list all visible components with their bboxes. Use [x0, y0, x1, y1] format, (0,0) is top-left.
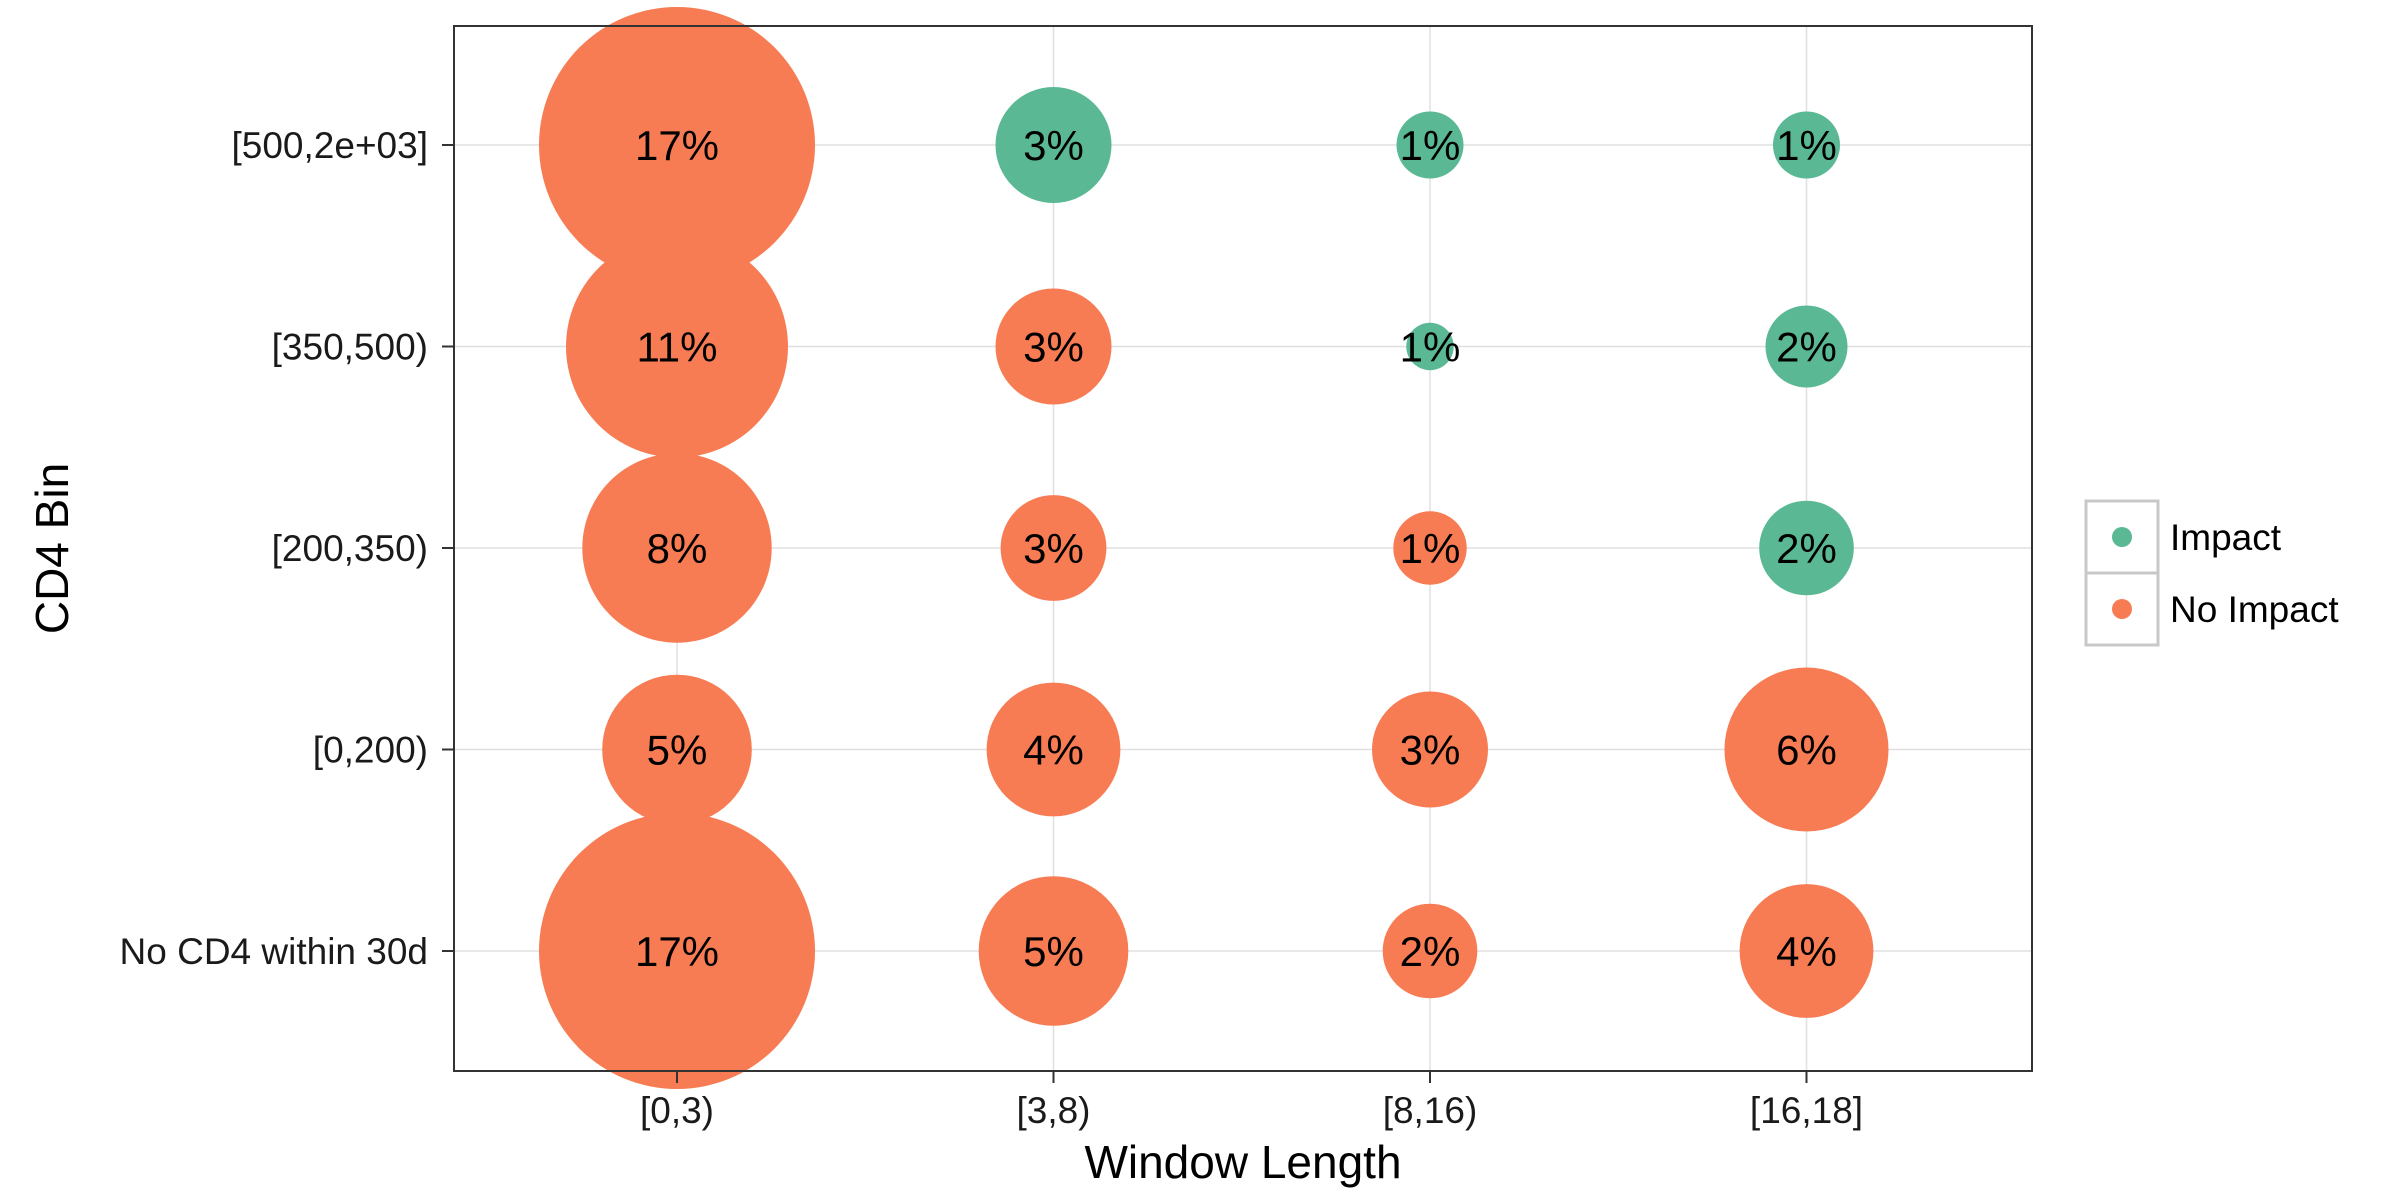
bubble-point: 1% — [1393, 511, 1467, 585]
bubble-point: 1% — [1773, 111, 1840, 179]
x-tick-label: [8,16) — [1383, 1090, 1478, 1131]
bubble-label: 17% — [635, 928, 719, 975]
bubble-point: 2% — [1759, 500, 1854, 596]
x-tick-label: [3,8) — [1016, 1090, 1090, 1131]
bubble-point: 3% — [1372, 691, 1488, 808]
x-axis-title: Window Length — [1084, 1136, 1401, 1188]
legend-label: Impact — [2170, 517, 2282, 558]
bubble-circle — [539, 813, 815, 1089]
bubble-circle — [602, 674, 752, 825]
bubble-circle — [1739, 884, 1874, 1018]
y-axis-title: CD4 Bin — [26, 463, 78, 634]
bubble-label: 1% — [1400, 122, 1461, 169]
bubble-circle — [566, 235, 788, 458]
bubble-circle — [995, 288, 1112, 405]
bubble-point: 4% — [1739, 884, 1874, 1018]
y-tick-label: [0,200) — [313, 730, 428, 771]
bubble-circle — [978, 876, 1129, 1026]
bubble-label: 3% — [1023, 122, 1084, 169]
bubble-circle — [1773, 111, 1840, 179]
x-tick-label: [16,18] — [1750, 1090, 1863, 1131]
bubble-circle — [582, 453, 772, 643]
bubble-point: 17% — [539, 813, 815, 1089]
bubble-point: 2% — [1382, 903, 1478, 999]
bubble-label: 3% — [1400, 727, 1461, 774]
bubble-label: 11% — [637, 324, 718, 371]
bubble-label: 6% — [1776, 727, 1837, 774]
legend-swatch — [2112, 527, 2132, 547]
bubble-point: 3% — [995, 87, 1112, 203]
bubble-point: 11% — [566, 235, 788, 458]
bubble-point: 6% — [1724, 667, 1889, 832]
bubble-circle — [1406, 322, 1454, 371]
y-tick-label: [200,350) — [272, 528, 428, 569]
bubble-label: 2% — [1776, 324, 1837, 371]
bubble-label: 4% — [1023, 727, 1084, 774]
bubble-label: 1% — [1776, 122, 1837, 169]
bubble-point: 2% — [1765, 305, 1848, 388]
bubble-label: 17% — [635, 122, 719, 169]
bubble-circle — [1724, 667, 1889, 832]
y-tick-label: [500,2e+03] — [232, 125, 429, 166]
bubble-circle — [1393, 511, 1467, 585]
bubble-circle — [1765, 305, 1848, 388]
x-tick-label: [0,3) — [640, 1090, 714, 1131]
legend-swatch — [2112, 599, 2132, 619]
bubbles: 17% 3% 1% 1% 11% 3% 1% 2% 8% 3% 1% 2% 5% 4% 3% 6% 17% 5% 2… — [539, 7, 1889, 1089]
bubble-label: 1% — [1400, 324, 1461, 371]
legend-label: No Impact — [2170, 589, 2339, 630]
bubble-label: 4% — [1776, 928, 1837, 975]
bubble-label: 8% — [647, 525, 708, 572]
bubble-label: 3% — [1023, 525, 1084, 572]
bubble-point: 17% — [539, 7, 815, 283]
bubble-point: 3% — [1000, 495, 1107, 601]
legend-key — [2084, 571, 2160, 647]
bubble-label: 2% — [1400, 928, 1461, 975]
bubble-circle — [995, 87, 1112, 203]
bubble-circle — [1759, 500, 1854, 596]
bubble-label: 3% — [1023, 324, 1084, 371]
legend-item: Impact — [2084, 499, 2282, 575]
bubble-point: 5% — [602, 674, 752, 825]
y-tick-label: No CD4 within 30d — [120, 931, 428, 972]
bubble-circle — [1000, 495, 1107, 601]
bubble-circle — [539, 7, 815, 283]
axes: [0,3) [3,8) [8,16) [16,18] No CD4 within 30d… — [120, 125, 1864, 1131]
bubble-point: 1% — [1396, 111, 1464, 179]
bubble-point: 3% — [995, 288, 1112, 405]
bubble-label: 5% — [1023, 928, 1084, 975]
bubble-circle — [986, 682, 1121, 817]
legend-item: No Impact — [2084, 571, 2339, 647]
y-tick-label: [350,500) — [272, 327, 428, 368]
bubble-label: 1% — [1400, 525, 1461, 572]
legend: Impact No Impact — [2084, 499, 2339, 647]
bubble-label: 2% — [1776, 525, 1837, 572]
bubble-label: 5% — [647, 727, 708, 774]
bubble-circle — [1382, 903, 1478, 999]
bubble-point: 8% — [582, 453, 772, 643]
bubble-circle — [1372, 691, 1488, 808]
bubble-point: 1% — [1400, 322, 1461, 371]
bubble-point: 4% — [986, 682, 1121, 817]
bubble-point: 5% — [978, 876, 1129, 1026]
bubble-circle — [1396, 111, 1464, 179]
